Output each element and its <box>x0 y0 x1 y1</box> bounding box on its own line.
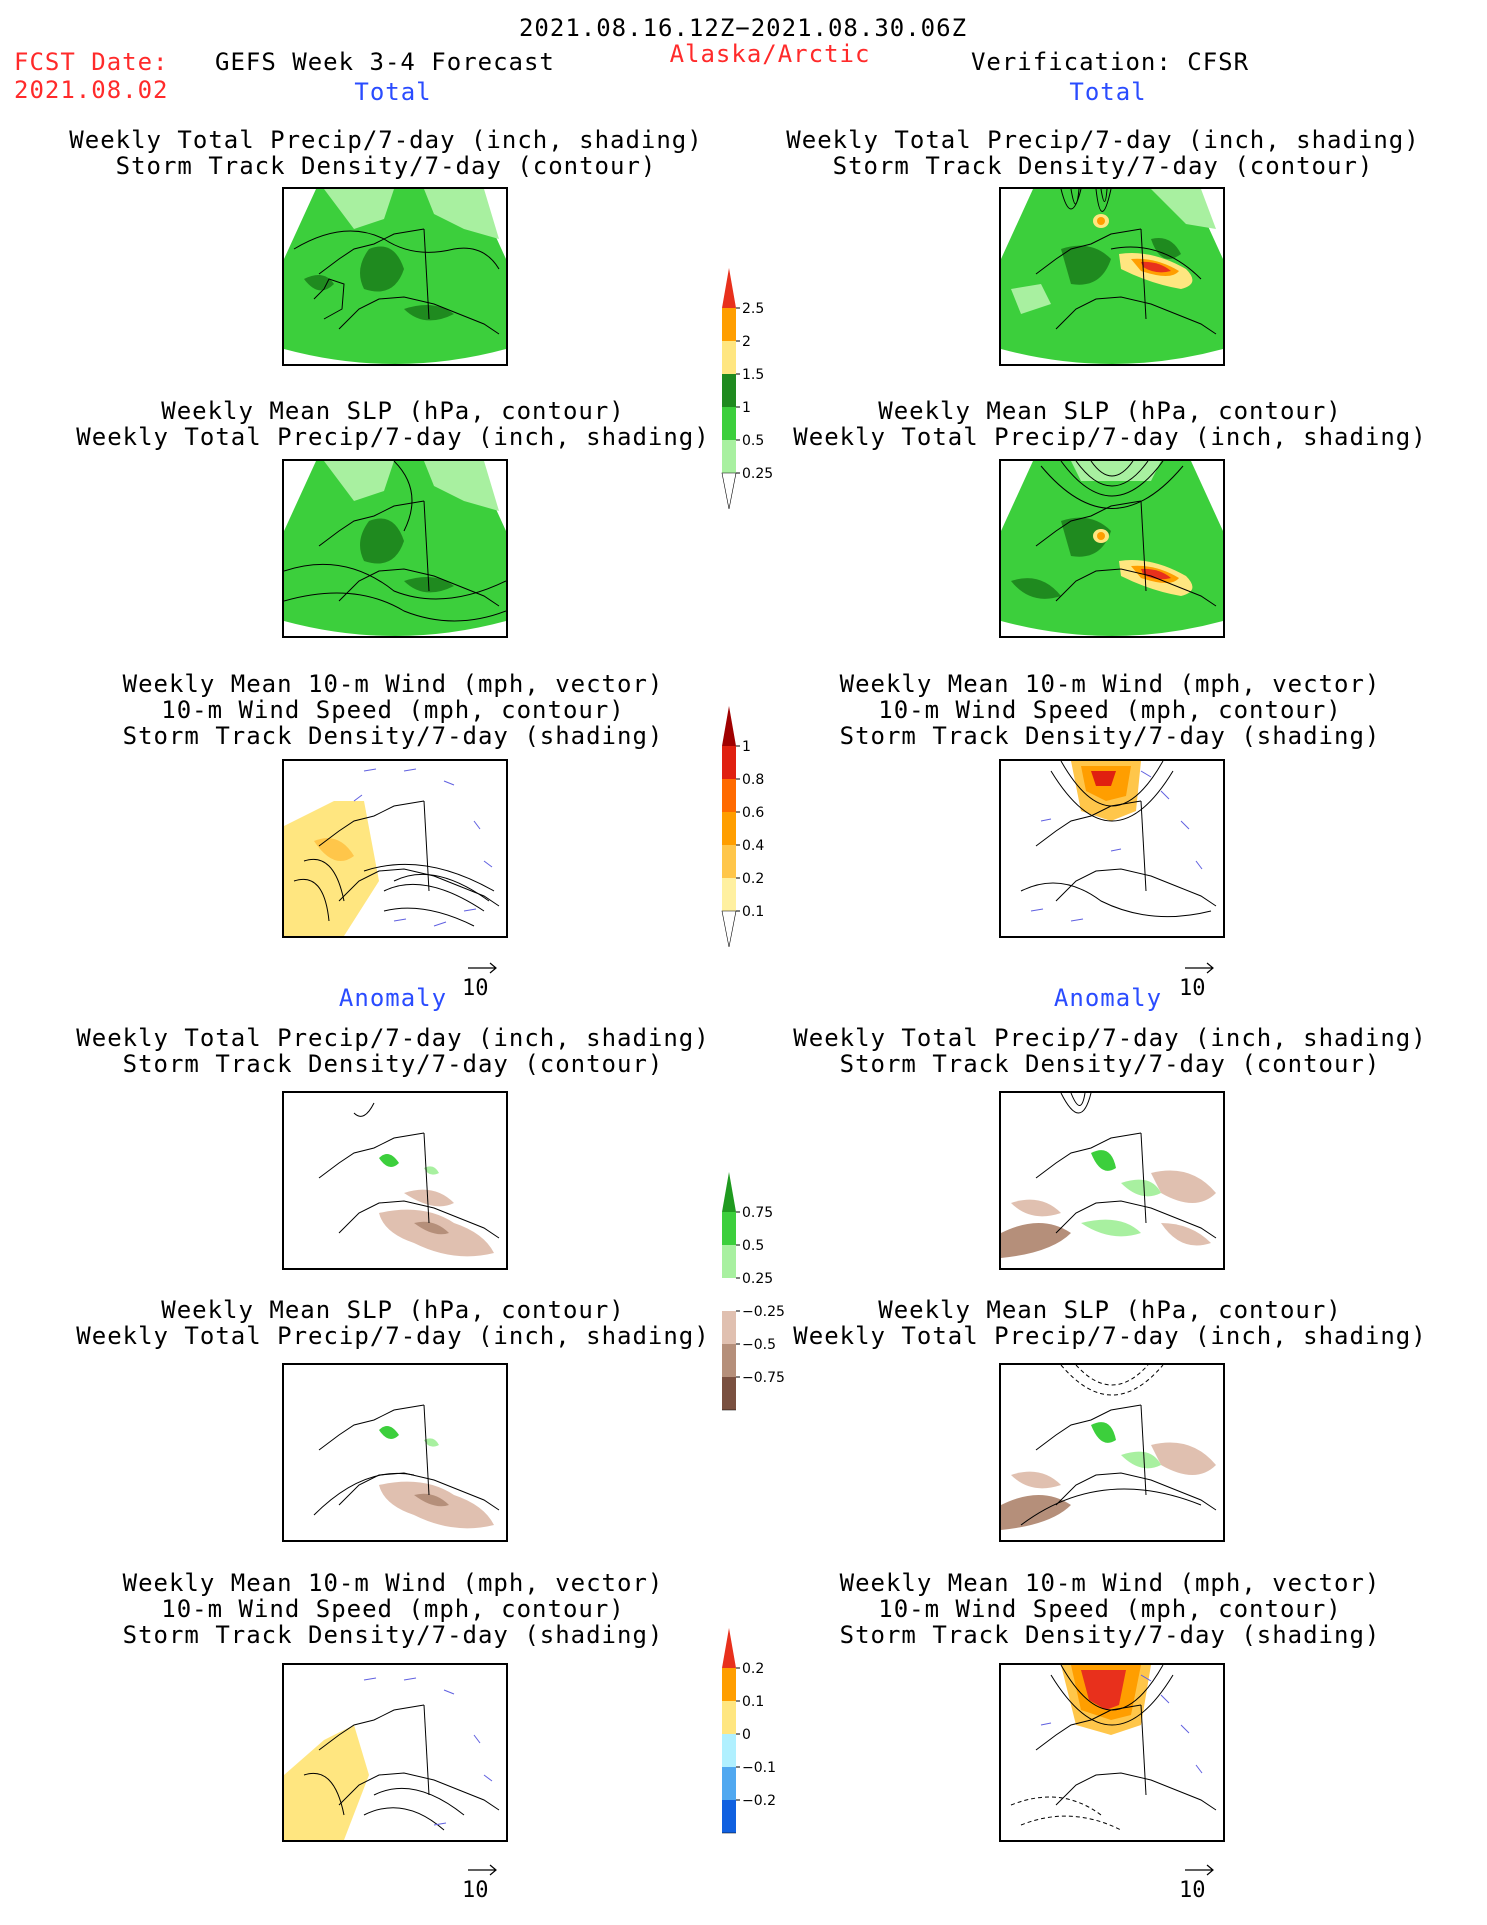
cb-track-total-tick-label: 1 <box>742 739 751 755</box>
vector-ref-total-right: 10 <box>1179 960 1217 1001</box>
cb-track-anom-tick-label: 0.2 <box>742 1661 764 1677</box>
vector-ref-anom-right: 10 <box>1179 1862 1217 1903</box>
cb-track-anom-tick-label: −0.1 <box>742 1760 776 1776</box>
region-title: Alaska/Arctic <box>669 40 871 68</box>
title-anom-slp-left: Weekly Mean SLP (hPa, contour) Weekly To… <box>76 1296 710 1350</box>
cb-track-total-swatch <box>722 746 736 779</box>
cb-precip-anom-swatch <box>722 1278 736 1311</box>
vector-ref-anom-left: 10 <box>462 1862 500 1903</box>
date-range: 2021.08.16.12Z−2021.08.30.06Z <box>518 14 968 42</box>
title-total-slp-left: Weekly Mean SLP (hPa, contour) Weekly To… <box>76 397 710 451</box>
map-total-slp-left <box>282 459 508 638</box>
title-anom-precip-left: Weekly Total Precip/7-day (inch, shading… <box>76 1024 710 1078</box>
map-total-wind-left <box>282 759 508 938</box>
cb-precip-total-tick-label: 0.5 <box>742 433 764 449</box>
title-total-slp-right: Weekly Mean SLP (hPa, contour) Weekly To… <box>793 397 1427 451</box>
cb-precip-total-swatch <box>722 440 736 473</box>
cb-precip-total-tick-label: 2.5 <box>742 301 764 317</box>
cb-track-anom-tick-label: 0.1 <box>742 1694 764 1710</box>
cb-precip-anom-tick-label: −0.25 <box>742 1304 785 1320</box>
cb-precip-total-arrow-bottom <box>721 472 737 510</box>
cb-track-total-swatch <box>722 845 736 878</box>
cb-precip-anom-arrow-top <box>722 1172 736 1212</box>
title-anom-wind-left: Weekly Mean 10-m Wind (mph, vector) 10-m… <box>122 1569 664 1649</box>
cb-track-total-swatch <box>722 779 736 812</box>
map-anom-slp-right <box>999 1363 1225 1542</box>
map-anom-precip-right <box>999 1091 1225 1270</box>
cb-track-total-tick-label: 0.1 <box>742 904 764 920</box>
map-total-precip-left <box>282 187 508 366</box>
title-total-precip-right: Weekly Total Precip/7-day (inch, shading… <box>786 126 1420 180</box>
map-anom-slp-left <box>282 1363 508 1542</box>
colorbar-track-total: 1 0.8 0.6 0.4 0.2 0.1 <box>721 706 764 948</box>
section-total-right: Total <box>1069 78 1147 106</box>
colorbar-precip-total: 2.5 2 1.5 1 0.5 0.25 <box>721 268 773 510</box>
cb-track-total-swatch <box>722 878 736 911</box>
cb-precip-total-swatch <box>722 341 736 374</box>
title-anom-wind-right: Weekly Mean 10-m Wind (mph, vector) 10-m… <box>839 1569 1381 1649</box>
map-total-precip-right <box>999 187 1225 366</box>
cb-track-total-tick-label: 0.8 <box>742 772 764 788</box>
title-anom-slp-right: Weekly Mean SLP (hPa, contour) Weekly To… <box>793 1296 1427 1350</box>
map-total-slp-right <box>999 459 1225 638</box>
cb-precip-total-tick-label: 0.25 <box>742 466 773 482</box>
cb-precip-anom-tick-label: 0.5 <box>742 1238 764 1254</box>
cb-track-anom-arrow-top <box>722 1628 736 1668</box>
cb-precip-anom-tick-label: 0.25 <box>742 1271 773 1287</box>
cb-track-total-tick-label: 0.4 <box>742 838 764 854</box>
cb-track-anom-swatch <box>722 1734 736 1767</box>
cb-precip-anom-tick-label: −0.75 <box>742 1370 785 1386</box>
title-total-wind-right: Weekly Mean 10-m Wind (mph, vector) 10-m… <box>839 670 1381 750</box>
cb-precip-anom-swatch <box>722 1344 736 1377</box>
verification-title: Verification: CFSR <box>970 48 1250 76</box>
cb-precip-total-tick-label: 1.5 <box>742 367 764 383</box>
cb-track-total-swatch <box>722 812 736 845</box>
map-anom-wind-left <box>282 1663 508 1842</box>
colorbar-precip-anom: 0.75 0.5 0.25 −0.25 −0.5 −0.75 <box>722 1172 785 1411</box>
cb-precip-anom-tick-label: 0.75 <box>742 1205 773 1221</box>
cb-precip-anom-swatch <box>722 1212 736 1245</box>
map-anom-precip-left <box>282 1091 508 1270</box>
section-anomaly-right: Anomaly <box>1053 984 1163 1012</box>
vector-ref-total-left: 10 <box>462 960 500 1001</box>
cb-precip-total-swatch <box>722 374 736 407</box>
cb-track-anom-swatch <box>722 1668 736 1701</box>
colorbar-track-anom: 0.2 0.1 0 −0.1 −0.2 <box>722 1628 776 1834</box>
cb-track-anom-tick-label: −0.2 <box>742 1793 776 1809</box>
title-total-wind-left: Weekly Mean 10-m Wind (mph, vector) 10-m… <box>122 670 664 750</box>
cb-track-total-tick-label: 0.2 <box>742 871 764 887</box>
cb-track-total-tick-label: 0.6 <box>742 805 764 821</box>
cb-precip-anom-tick-label: −0.5 <box>742 1337 776 1353</box>
title-total-precip-left: Weekly Total Precip/7-day (inch, shading… <box>69 126 703 180</box>
fcst-date-label: FCST Date: <box>14 48 169 76</box>
product-title: GEFS Week 3-4 Forecast <box>215 48 555 76</box>
cb-track-anom-swatch <box>722 1701 736 1734</box>
title-anom-precip-right: Weekly Total Precip/7-day (inch, shading… <box>793 1024 1427 1078</box>
cb-precip-anom-swatch <box>722 1311 736 1344</box>
section-total-left: Total <box>354 78 432 106</box>
cb-precip-total-tick-label: 2 <box>742 334 751 350</box>
cb-track-total-arrow-bottom <box>721 910 737 948</box>
cb-track-anom-swatch <box>722 1800 736 1833</box>
map-anom-wind-right <box>999 1663 1225 1842</box>
cb-track-anom-swatch <box>722 1767 736 1800</box>
cb-precip-anom-swatch <box>722 1245 736 1278</box>
cb-track-total-arrow-top <box>722 706 736 746</box>
cb-track-anom-tick-label: 0 <box>742 1727 751 1743</box>
fcst-date-value: 2021.08.02 <box>14 76 169 104</box>
cb-precip-total-swatch <box>722 308 736 341</box>
map-total-wind-right <box>999 759 1225 938</box>
cb-precip-total-arrow-top <box>722 268 736 308</box>
cb-precip-total-swatch <box>722 407 736 440</box>
section-anomaly-left: Anomaly <box>338 984 448 1012</box>
cb-precip-anom-swatch <box>722 1377 736 1410</box>
cb-precip-total-tick-label: 1 <box>742 400 751 416</box>
